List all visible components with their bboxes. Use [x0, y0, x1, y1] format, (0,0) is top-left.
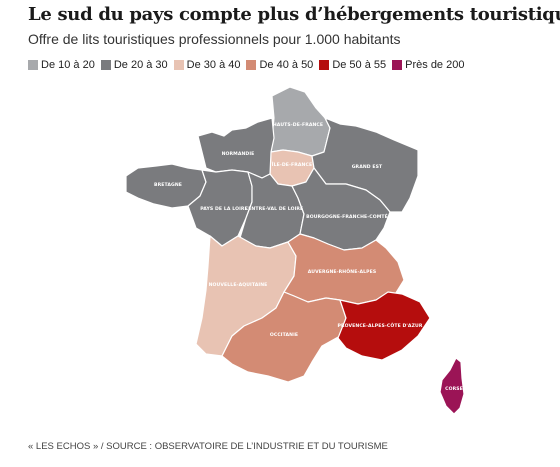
region-corse[interactable] — [439, 357, 465, 415]
legend: De 10 à 20 De 20 à 30 De 30 à 40 De 40 à… — [28, 59, 464, 71]
legend-swatch — [319, 60, 330, 70]
label-hauts-de-france: HAUTS-DE-FRANCE — [273, 122, 323, 128]
legend-label: De 20 à 30 — [113, 59, 168, 71]
legend-label: De 30 à 40 — [186, 59, 241, 71]
label-paca: PROVENCE-ALPES-CÔTE D'AZUR — [338, 322, 423, 329]
chart-subtitle: Offre de lits touristiques professionnel… — [28, 31, 401, 47]
legend-item-20-30: De 20 à 30 — [100, 59, 168, 71]
label-auvergne-rhone-alpes: AUVERGNE-RHÔNE-ALPES — [308, 268, 377, 275]
source-note: « LES ECHOS » / SOURCE : OBSERVATOIRE DE… — [28, 441, 388, 452]
legend-swatch — [100, 60, 111, 70]
legend-item-30-40: De 30 à 40 — [173, 59, 241, 71]
region-normandie[interactable] — [197, 117, 275, 179]
region-bourgogne-franche-comte[interactable] — [291, 167, 391, 251]
region-paca[interactable] — [337, 291, 431, 361]
legend-label: De 10 à 20 — [41, 59, 95, 71]
label-ile-de-france: ÎLE-DE-FRANCE — [272, 160, 312, 168]
region-hauts-de-france[interactable] — [270, 86, 331, 157]
label-nouvelle-aquitaine: NOUVELLE-AQUITAINE — [209, 282, 268, 288]
label-pays-de-la-loire: PAYS DE LA LOIRE — [200, 206, 248, 212]
legend-item-10-20: De 10 à 20 — [28, 59, 95, 71]
legend-label: De 40 à 50 — [259, 59, 314, 71]
legend-swatch — [392, 60, 403, 70]
label-bretagne: BRETAGNE — [154, 182, 182, 188]
region-labels: HAUTS-DE-FRANCE ÎLE-DE-FRANCE NORMANDIE … — [154, 122, 463, 392]
legend-item-40-50: De 40 à 50 — [246, 59, 313, 71]
legend-item-200: Près de 200 — [392, 59, 464, 71]
legend-label: De 50 à 55 — [332, 59, 387, 71]
legend-swatch — [246, 60, 257, 70]
legend-swatch — [173, 60, 184, 70]
legend-item-50-55: De 50 à 55 — [319, 59, 386, 71]
chart-title: Le sud du pays compte plus d’hébergement… — [28, 4, 560, 25]
label-centre-val-de-loire: CENTRE-VAL DE LOIRE — [245, 206, 304, 212]
label-normandie: NORMANDIE — [222, 151, 255, 157]
label-occitanie: OCCITANIE — [270, 332, 298, 338]
label-bourgogne-franche-comte: BOURGOGNE-FRANCHE-COMTÉ — [306, 212, 388, 220]
legend-swatch — [28, 60, 38, 70]
label-grand-est: GRAND EST — [352, 164, 383, 170]
legend-label: Près de 200 — [405, 59, 465, 71]
label-corse: CORSE — [445, 386, 463, 392]
